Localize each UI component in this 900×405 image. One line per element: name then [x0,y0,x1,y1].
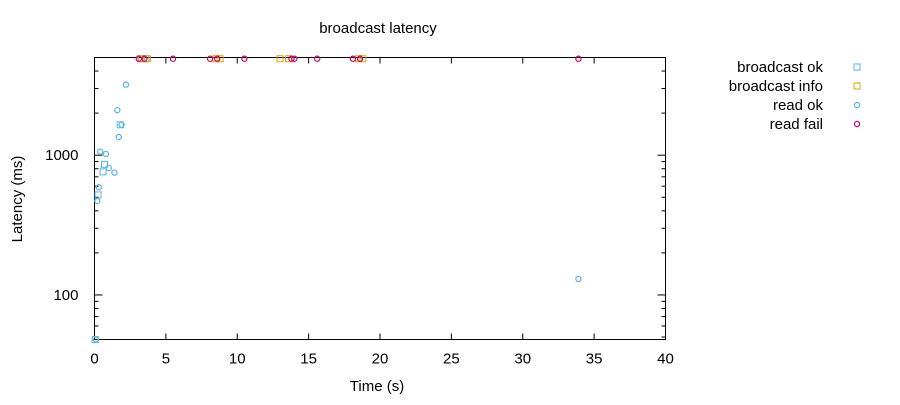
legend-marker [853,101,861,109]
x-tick-label: 40 [657,351,674,368]
y-axis-ticks: 100 1000 [45,57,666,338]
data-point [99,168,107,176]
series-read-fail [135,55,582,62]
legend-entry-read-ok: read ok [773,97,824,114]
data-point [115,133,122,141]
data-point [102,150,110,158]
x-tick-label: 20 [372,351,389,368]
legend-entry-broadcast-ok: broadcast ok [737,59,823,76]
x-tick-label: 15 [300,351,317,368]
data-point [92,336,100,343]
series-read-ok [92,81,582,343]
series-broadcast-ok [91,55,150,343]
data-point [575,55,582,62]
data-point [575,275,582,283]
data-point [143,55,151,63]
legend-entry-read-fail: read fail [770,116,823,133]
x-tick-label: 10 [229,351,246,368]
data-point [141,55,148,62]
data-point [313,55,321,62]
data-points [91,55,582,343]
legend-label: read ok [773,97,824,114]
legend-marker [853,63,861,71]
data-point [95,184,102,191]
x-tick-label: 0 [90,351,98,368]
plot-area-frame [94,57,666,340]
data-point [116,121,124,129]
data-point [169,55,177,62]
chart-title: broadcast latency [319,20,437,37]
data-point [214,55,221,62]
data-point [349,55,357,62]
x-axis-ticks: 0 5 10 15 20 25 30 35 40 [90,57,674,368]
data-point [206,55,214,62]
data-point [105,164,112,172]
data-point [94,197,101,205]
data-point [136,55,144,63]
data-point [100,160,108,168]
data-point [276,55,284,63]
legend-label: broadcast info [729,78,823,95]
y-tick-label: 1000 [45,147,78,164]
x-tick-label: 25 [443,351,460,368]
legend-marker [853,120,861,128]
data-point [122,81,130,88]
data-point [111,169,118,176]
data-point [356,55,364,62]
data-point [114,106,121,114]
x-tick-label: 30 [514,351,531,368]
data-point [288,55,295,62]
data-point [241,55,248,62]
y-tick-label: 100 [53,287,78,304]
legend: broadcast ok broadcast info read ok read… [729,59,861,133]
data-point [94,191,102,199]
y-axis-label: Latency (ms) [9,156,26,243]
legend-label: read fail [770,116,823,133]
data-point [359,55,367,63]
x-tick-label: 5 [162,351,170,368]
data-point [97,148,104,155]
legend-label: broadcast ok [737,59,823,76]
x-axis-label: Time (s) [350,378,404,395]
legend-marker [853,82,861,90]
legend-entry-broadcast-info: broadcast info [729,78,823,95]
data-point [118,121,125,128]
data-point [291,55,298,62]
data-point [216,55,224,63]
x-tick-label: 35 [586,351,603,368]
